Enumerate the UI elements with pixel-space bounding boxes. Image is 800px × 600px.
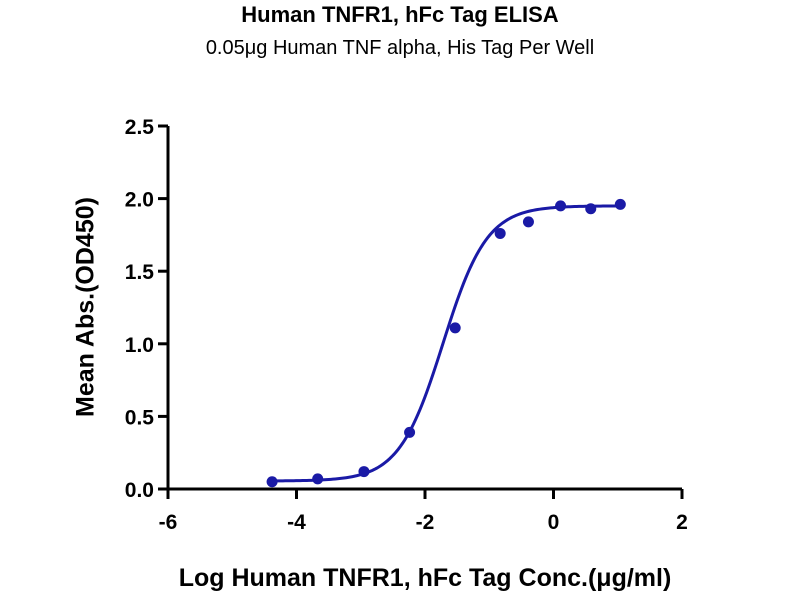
axes: 0.0 0.5 1.0 1.5 2.0 2.5 -6 -4 -2 0 2: [125, 116, 688, 534]
data-points: [266, 198, 626, 488]
x-tick-label: -6: [159, 511, 178, 534]
x-tick-label: -4: [287, 511, 306, 534]
y-tick-label: 0.0: [125, 479, 154, 502]
data-point: [494, 227, 506, 239]
x-axis-label: Log Human TNFR1, hFc Tag Conc.(μg/ml): [178, 564, 672, 592]
y-tick-label: 1.0: [125, 334, 154, 357]
data-point: [312, 473, 324, 485]
x-tick-label: 2: [676, 511, 688, 534]
data-point: [522, 216, 534, 228]
x-tick-label: -2: [416, 511, 435, 534]
data-point: [358, 466, 370, 478]
data-point: [555, 200, 567, 212]
fit-curve-group: [272, 204, 621, 483]
y-tick-label: 2.0: [125, 189, 154, 212]
data-point: [404, 426, 416, 438]
x-tick-label: 0: [548, 511, 560, 534]
y-tick-label: 0.5: [125, 406, 155, 429]
data-point: [614, 198, 626, 210]
data-point: [266, 476, 278, 488]
chart-title: Human TNFR1, hFc Tag ELISA: [241, 2, 559, 27]
fit-curve: [272, 204, 621, 483]
chart-subtitle: 0.05μg Human TNF alpha, His Tag Per Well: [205, 37, 595, 59]
data-point: [449, 322, 461, 334]
y-tick-label: 1.5: [125, 261, 155, 284]
data-point: [585, 203, 597, 215]
y-tick-label: 2.5: [125, 116, 155, 139]
y-axis-label: Mean Abs.(OD450): [71, 197, 100, 417]
